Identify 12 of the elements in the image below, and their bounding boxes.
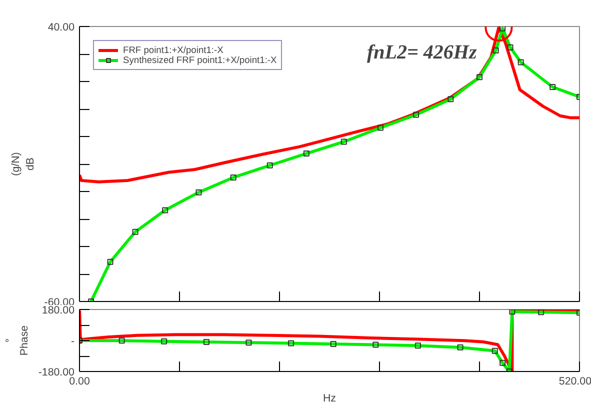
y-tick-label: -180.00 — [38, 366, 75, 378]
x-axis-title: Hz — [322, 392, 336, 404]
y-axis-title: (g/N) dB — [10, 152, 36, 176]
x-tick-label: 0.00 — [69, 376, 90, 388]
y-tick-label: 40.00 — [48, 22, 75, 34]
legend-label: Synthesized FRF point1:+X/point1:-X — [123, 55, 277, 65]
annotation: fnL2= 426Hz — [366, 42, 477, 64]
x-tick-label: 520.00 — [558, 376, 591, 388]
y-tick-label: 180.00 — [42, 304, 75, 316]
y-tick-label: - — [70, 336, 75, 348]
legend-label: FRF point1:+X/point1:-X — [123, 45, 224, 55]
y-axis-title: ° Phase — [4, 325, 30, 356]
